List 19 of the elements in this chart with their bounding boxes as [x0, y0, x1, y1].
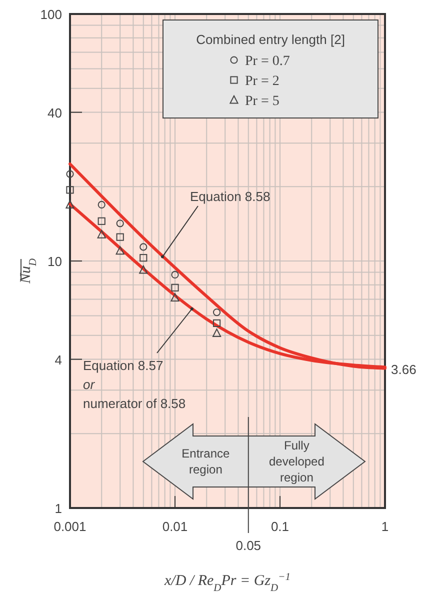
x-tick-label: 0.1 — [270, 519, 290, 534]
x-tick-label: 0.001 — [54, 519, 86, 534]
y-tick-label: 4 — [54, 352, 62, 368]
legend-label: Pr = 0.7 — [245, 54, 290, 69]
y-tick-label: 1 — [54, 501, 62, 516]
annotation: Equation 8.58 — [190, 189, 270, 204]
y-tick-label: 40 — [48, 105, 62, 120]
annotation: Entrance region — [182, 446, 230, 476]
ref-line-label: 0.05 — [236, 538, 262, 553]
annotation: Equation 8.57 or numerator of 8.58 — [83, 358, 186, 411]
x-tick-label: 0.01 — [162, 519, 188, 534]
legend-label: Pr = 5 — [245, 94, 280, 109]
legend-label: Pr = 2 — [245, 74, 280, 89]
annotation: Fully developed region — [269, 438, 324, 484]
legend-title: Combined entry length [2] — [196, 32, 345, 47]
x-tick-label: 1 — [381, 519, 389, 534]
annotation: 3.66 — [391, 362, 416, 377]
y-tick-label: 10 — [48, 254, 62, 269]
y-tick-label: 100 — [40, 7, 62, 22]
